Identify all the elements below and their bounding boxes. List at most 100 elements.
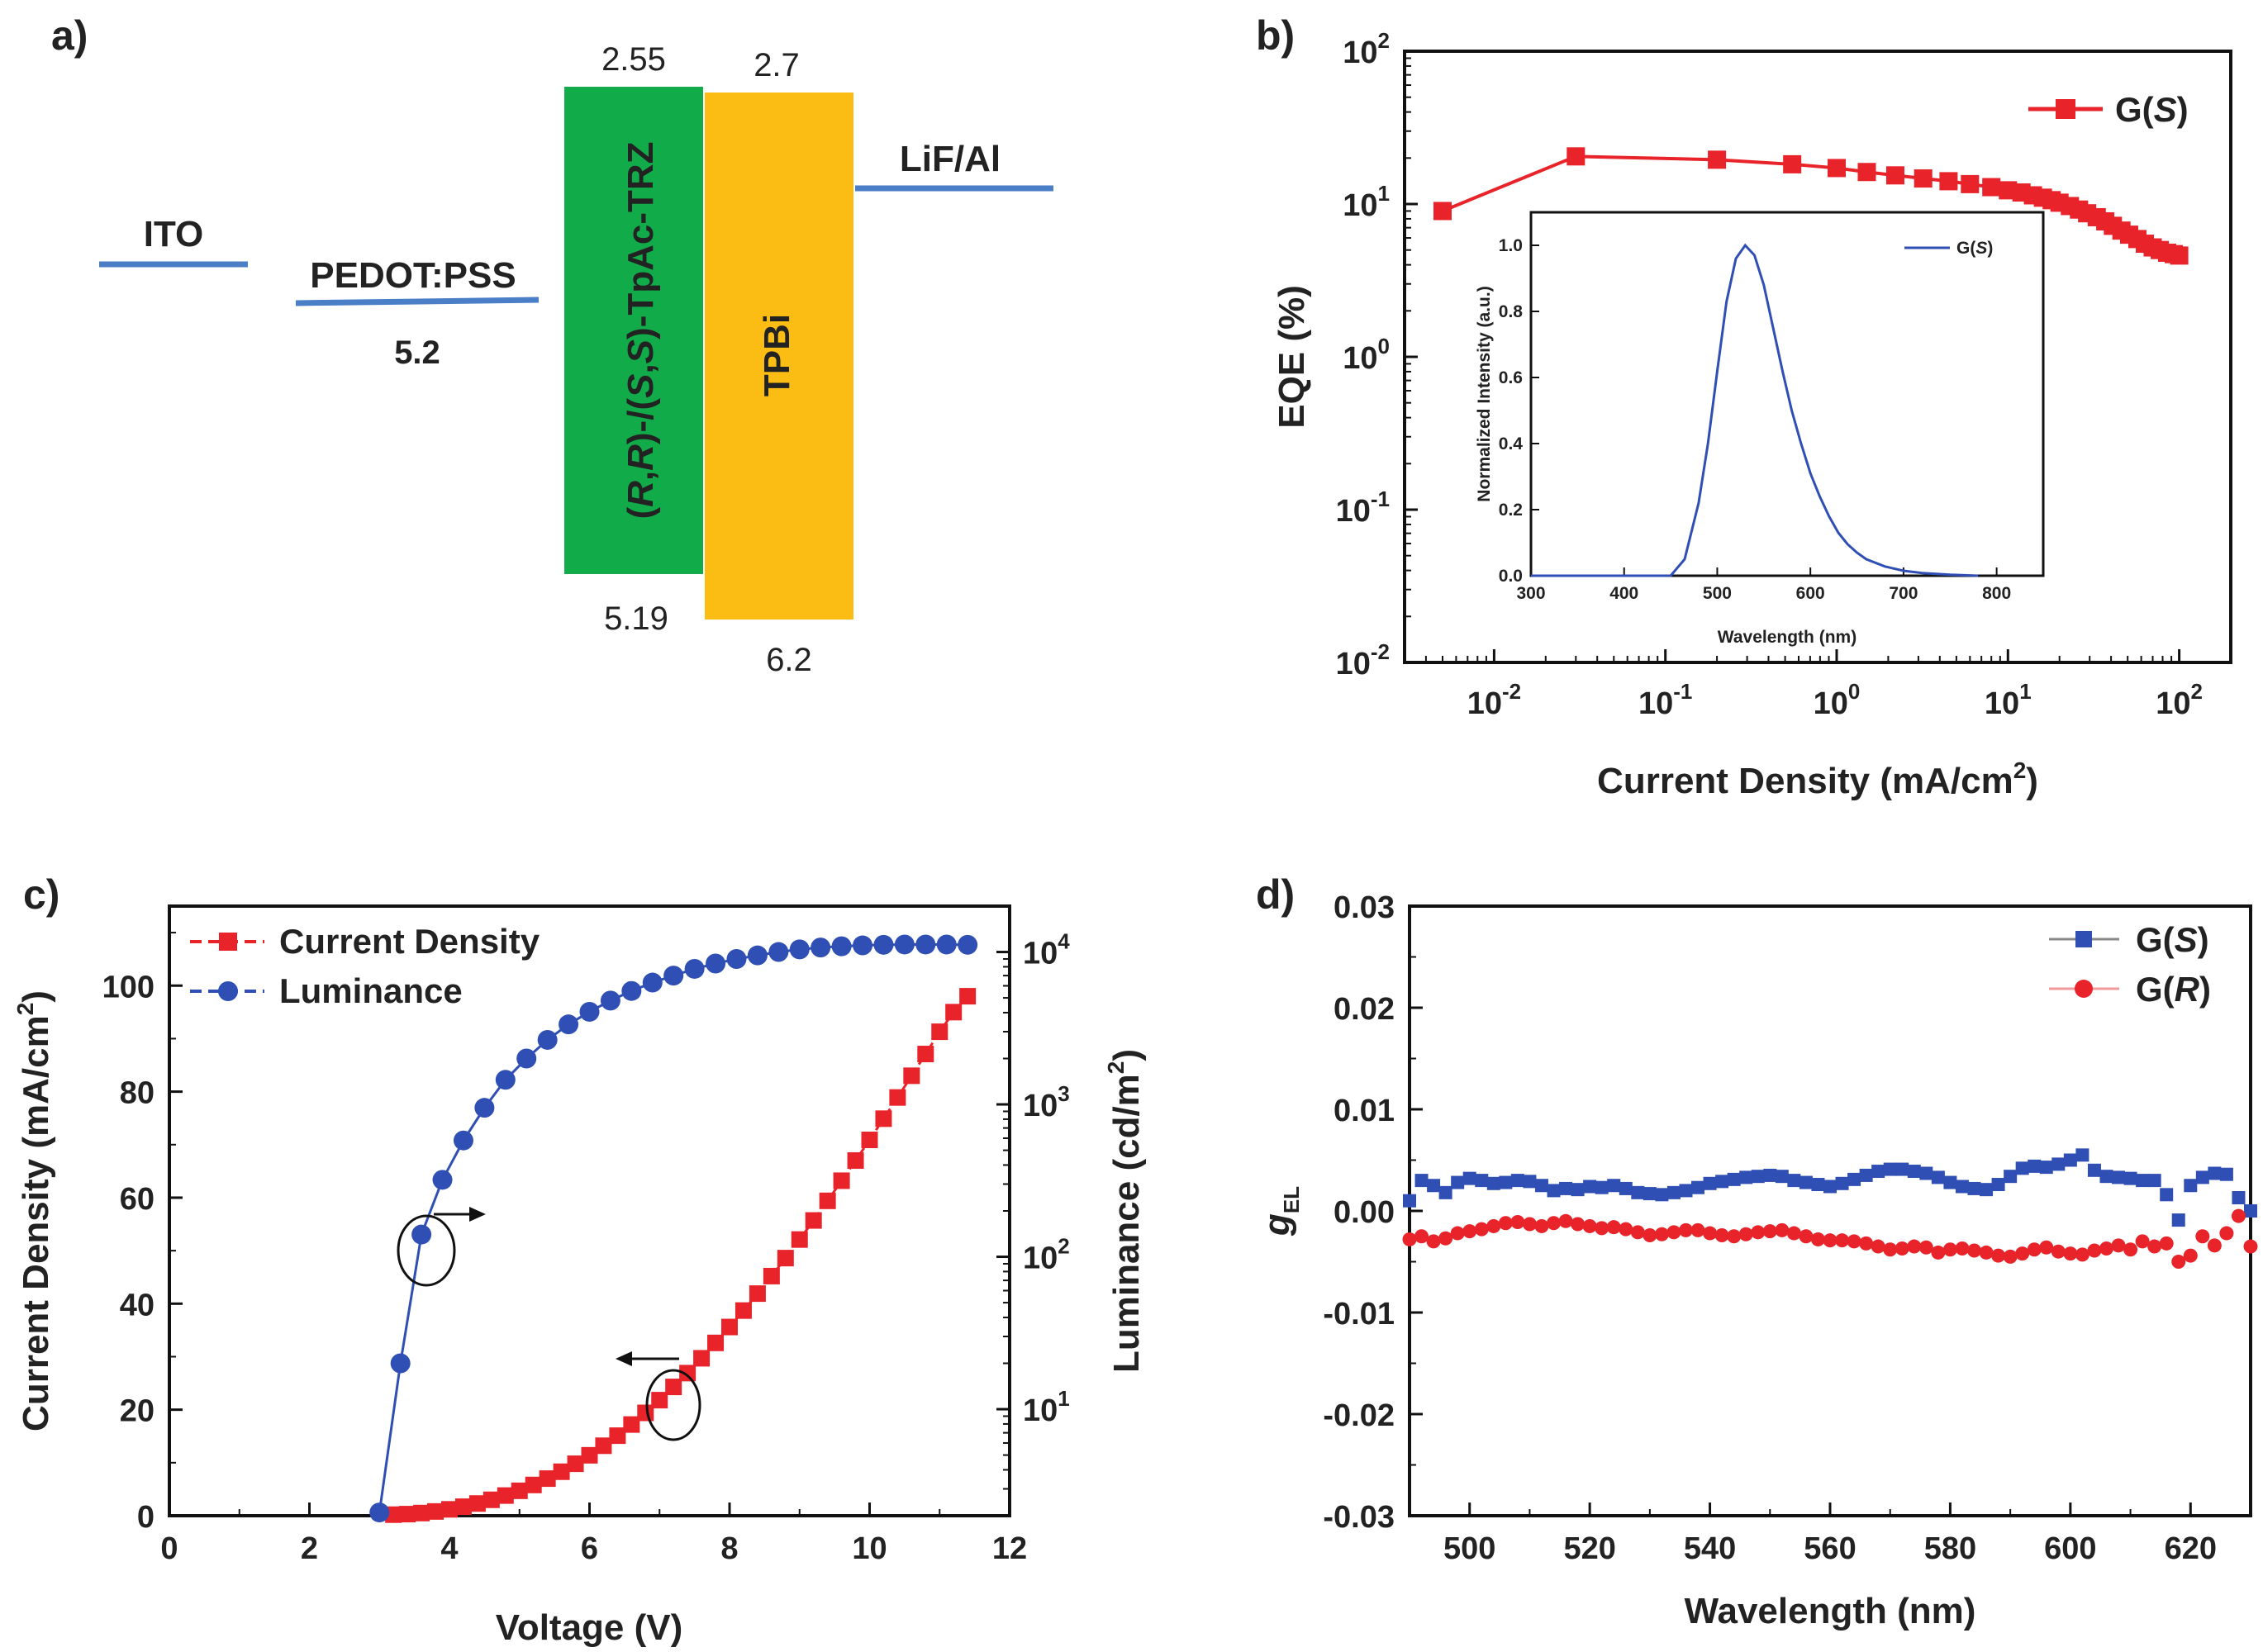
gs-data-point — [1679, 1184, 1693, 1198]
x-tick-label: 2 — [301, 1531, 318, 1566]
gr-data-point — [1918, 1240, 1933, 1255]
gs-data-point — [1534, 1179, 1548, 1193]
gs-data-point — [1907, 1165, 1921, 1179]
luminance-point — [495, 1070, 516, 1090]
gs-data-point — [1666, 1185, 1681, 1199]
gs-data-point — [2171, 1213, 2185, 1227]
emitter-layer-name: (R,R)-/(S,S)-TpAc-TRZ — [620, 141, 661, 519]
gs-data-point — [1715, 1175, 1729, 1189]
gr-data-point — [1931, 1245, 1946, 1260]
luminance-point — [768, 942, 789, 962]
luminance-point — [663, 966, 684, 986]
panel-d-y-axis-title: gEL — [1257, 1186, 1304, 1237]
gs-data-point — [2063, 1153, 2077, 1167]
gs-data-point — [1499, 1175, 1513, 1189]
gs-data-point — [1655, 1188, 1669, 1202]
gr-data-point — [1666, 1225, 1681, 1240]
luminance-point — [621, 980, 642, 1001]
gr-data-point — [1486, 1218, 1501, 1233]
gr-data-point — [1654, 1227, 1669, 1241]
eqe-data-point — [1961, 174, 1980, 193]
gs-data-point — [2087, 1163, 2101, 1177]
gr-data-point — [1895, 1241, 1909, 1256]
gs-data-point — [1811, 1178, 1825, 1192]
gs-data-point — [1835, 1176, 1849, 1190]
panel-b-legend-marker — [2056, 99, 2075, 119]
gs-data-point — [1967, 1181, 1981, 1195]
gs-data-point — [1895, 1162, 1909, 1176]
x-tick-label: 102 — [2156, 679, 2203, 721]
current-density-point — [651, 1392, 668, 1409]
gs-data-point — [1823, 1180, 1837, 1194]
luminance-point — [369, 1502, 390, 1523]
gs-data-point — [1727, 1172, 1741, 1186]
gs-data-point — [1595, 1180, 1609, 1194]
gs-data-point — [2184, 1179, 2198, 1193]
gr-data-point — [1883, 1242, 1898, 1257]
gr-data-point — [1871, 1239, 1885, 1254]
gr-data-point — [2051, 1244, 2066, 1259]
gr-data-point — [1835, 1233, 1850, 1248]
panel-d-axes: 500 520 540 560 580 600 620 -0.03 -0.02 -0.01 0.00… — [1323, 890, 2251, 1566]
gs-data-point — [1931, 1170, 1945, 1184]
gs-data-point — [1451, 1175, 1465, 1189]
gr-data-point — [1991, 1248, 2006, 1263]
gs-data-point — [2195, 1170, 2209, 1184]
current-density-point — [609, 1427, 626, 1445]
current-density-point — [721, 1318, 738, 1336]
gr-data-point — [1786, 1226, 1801, 1241]
current-density-point — [511, 1482, 528, 1499]
luminance-point — [390, 1353, 411, 1374]
x-tick-label: 8 — [720, 1531, 738, 1566]
x-tick-label: 520 — [1563, 1531, 1615, 1566]
gs-data-point — [1775, 1170, 1789, 1184]
legend-gs-marker — [2075, 931, 2092, 947]
gs-data-point — [2123, 1171, 2137, 1185]
gr-data-point — [1606, 1220, 1621, 1235]
gr-data-point — [1619, 1222, 1633, 1237]
x-tick-label: 4 — [440, 1531, 458, 1566]
eqe-data-point — [1885, 166, 1904, 185]
luminance-point — [432, 1170, 453, 1190]
current-density-point — [468, 1495, 486, 1512]
gs-data-point — [1510, 1174, 1524, 1188]
gr-data-point — [1630, 1225, 1645, 1240]
y-tick-label: -0.02 — [1323, 1398, 1395, 1433]
gs-data-point — [1859, 1168, 1873, 1182]
gr-data-point — [2171, 1255, 2186, 1269]
gr-data-point — [2219, 1226, 2234, 1241]
current-density-point — [539, 1470, 556, 1488]
y-tick-label: 10-2 — [1336, 639, 1390, 681]
luminance-point — [684, 958, 705, 979]
current-density-point — [819, 1192, 836, 1209]
panel-b-y-axis-title: EQE (%) — [1272, 285, 1312, 429]
current-density-point — [693, 1350, 711, 1367]
x-tick-label: 560 — [1804, 1531, 1856, 1566]
gr-data-point — [1907, 1239, 1922, 1254]
ito-label: ITO — [144, 214, 204, 254]
current-density-point — [581, 1446, 598, 1464]
gs-data-point — [1571, 1183, 1585, 1197]
current-density-point — [945, 1004, 963, 1021]
gr-data-point — [2099, 1241, 2113, 1256]
luminance-point — [789, 939, 810, 960]
panel-c-series — [369, 934, 978, 1523]
legend-current-marker — [219, 933, 237, 951]
inset-y-tick-label: 0.4 — [1499, 434, 1524, 453]
y-left-tick-label: 0 — [137, 1500, 155, 1535]
gs-data-point — [1703, 1176, 1717, 1190]
gs-data-point — [2232, 1191, 2246, 1205]
current-density-point — [385, 1506, 402, 1523]
inset-y-tick-label: 0.0 — [1499, 567, 1523, 586]
gr-data-point — [1462, 1224, 1477, 1239]
y-right-tick-label: 103 — [1023, 1081, 1070, 1123]
current-density-point — [413, 1504, 430, 1521]
eqe-data-point — [1914, 169, 1933, 188]
gr-data-point — [1847, 1234, 1861, 1249]
gs-data-point — [1643, 1187, 1657, 1201]
current-density-point — [483, 1491, 500, 1508]
current-density-point — [763, 1267, 780, 1284]
gr-data-point — [2207, 1238, 2222, 1253]
gr-data-point — [1558, 1213, 1573, 1228]
gs-data-point — [2015, 1161, 2029, 1175]
